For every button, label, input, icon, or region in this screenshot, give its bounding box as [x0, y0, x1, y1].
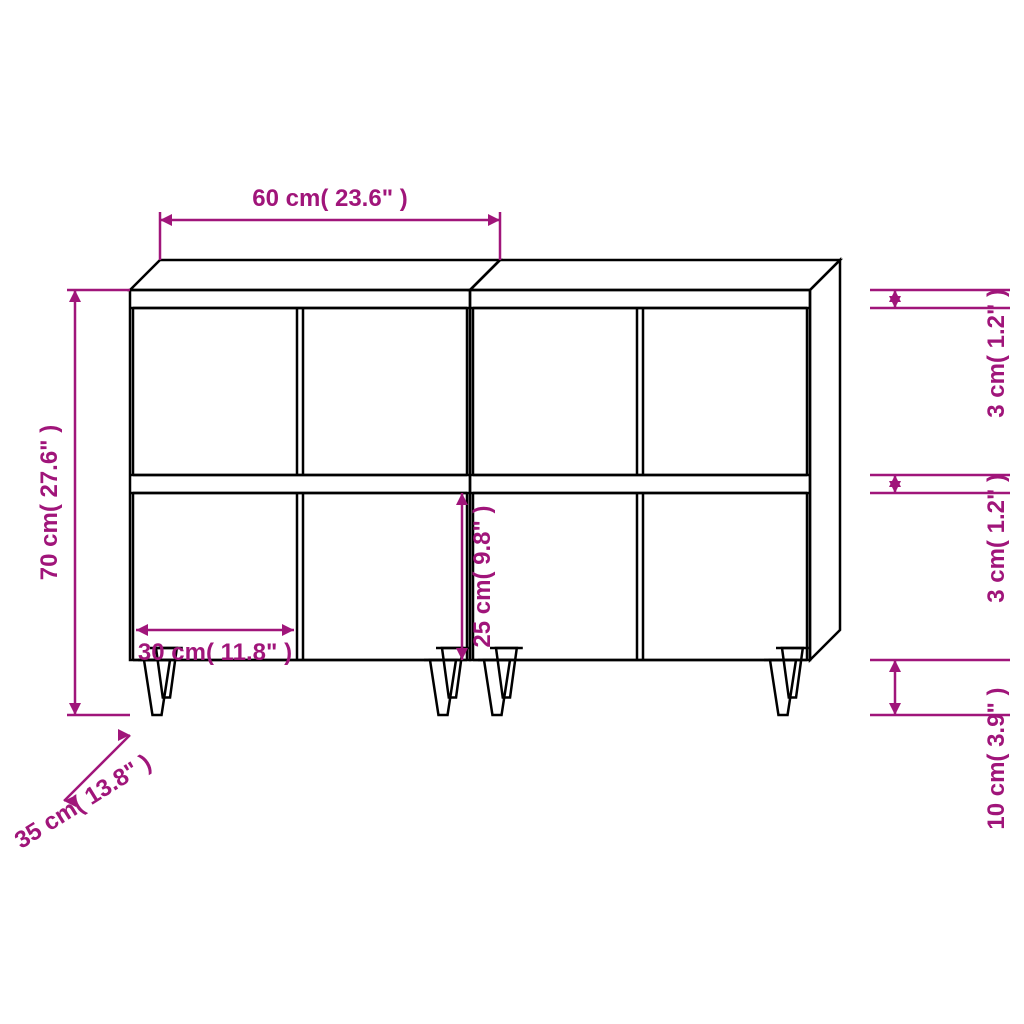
svg-text:3 cm( 1.2" ): 3 cm( 1.2" )	[983, 474, 1010, 603]
svg-text:70 cm( 27.6" ): 70 cm( 27.6" )	[36, 425, 63, 580]
svg-text:25 cm( 9.8" ): 25 cm( 9.8" )	[469, 505, 496, 647]
svg-text:10 cm( 3.9" ): 10 cm( 3.9" )	[983, 688, 1010, 830]
svg-text:35 cm( 13.8" ): 35 cm( 13.8" )	[10, 749, 156, 854]
svg-text:30 cm( 11.8" ): 30 cm( 11.8" )	[138, 639, 292, 666]
svg-text:60 cm( 23.6" ): 60 cm( 23.6" )	[252, 185, 407, 212]
svg-text:3 cm( 1.2" ): 3 cm( 1.2" )	[983, 289, 1010, 418]
